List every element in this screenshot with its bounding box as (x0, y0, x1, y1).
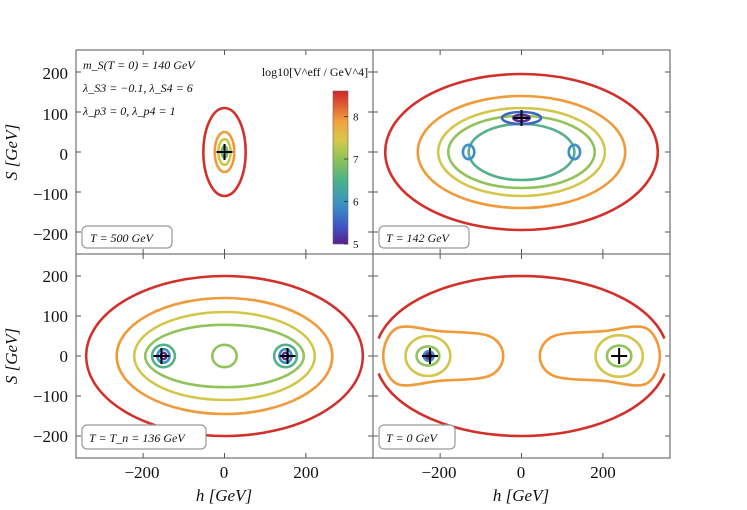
y-axis-label: S [GeV] (2, 124, 21, 180)
y-tick-label: 100 (43, 105, 69, 124)
x-axis-label: h [GeV] (493, 486, 549, 505)
colorbar-label: log10[V^eff / GeV^4] (262, 65, 368, 79)
x-tick-label: 0 (220, 463, 229, 482)
x-tick-labels-right: −200 0 200 (421, 463, 615, 482)
y-tick-label: 200 (43, 64, 69, 83)
temperature-label-t142: T = 142 GeV (378, 225, 470, 249)
contour-line (416, 94, 627, 210)
y-tick-labels-bottom: 200 100 0 −100 −200 (33, 267, 68, 446)
colorbar-tick-label: 7 (353, 154, 359, 166)
param-line-1: m_S(T = 0) = 140 GeV (83, 58, 196, 72)
colorbar: log10[V^eff / GeV^4] 5 6 7 8 (262, 65, 368, 251)
contour-line (567, 143, 582, 161)
y-tick-label: 100 (43, 307, 69, 326)
x-tick-label: −200 (124, 463, 159, 482)
panel-tn136 (75, 253, 374, 459)
y-tick-label: 0 (60, 145, 69, 164)
temperature-label-text: T = T_n = 136 GeV (89, 431, 186, 445)
panel-frame (75, 253, 374, 459)
contour-line (202, 106, 247, 198)
contour-line (594, 333, 645, 379)
contour-line (605, 344, 633, 368)
contour-line (84, 274, 365, 438)
temperature-label-text: T = 142 GeV (386, 231, 451, 245)
x-tick-label: 200 (590, 463, 616, 482)
parameter-annotation: m_S(T = 0) = 140 GeV λ_S3 = −0.1, λ_S4 =… (82, 58, 196, 118)
colorbar-gradient (332, 90, 349, 245)
panel-t0 (372, 253, 671, 459)
y-tick-label: −100 (33, 185, 68, 204)
y-tick-label: 200 (43, 267, 69, 286)
param-line-3: λ_p3 = 0, λ_p4 = 1 (82, 104, 176, 118)
panel-frame (372, 49, 671, 255)
temperature-label-t500: T = 500 GeV (81, 225, 173, 249)
contour-line (210, 343, 239, 369)
contour-line (213, 130, 236, 174)
y-tick-label: −100 (33, 387, 68, 406)
temperature-label-tn136: T = T_n = 136 GeV (81, 424, 207, 450)
y-tick-labels-top: 200 100 0 −100 −200 (33, 64, 68, 244)
contour-line (143, 323, 306, 389)
x-tick-label: −200 (421, 463, 456, 482)
x-tick-label: 0 (517, 463, 526, 482)
contour-line (404, 334, 452, 378)
temperature-label-text: T = 500 GeV (90, 231, 155, 245)
contour-line (415, 345, 441, 367)
contour-line (377, 274, 666, 340)
contour-line (381, 325, 505, 387)
y-tick-label: 0 (60, 347, 69, 366)
panel-t500 (75, 49, 374, 255)
contour-line (272, 343, 299, 369)
x-tick-labels-left: −200 0 200 (124, 463, 318, 482)
contour-line (538, 325, 662, 387)
contour-line (150, 343, 177, 369)
colorbar-tick-label: 6 (353, 197, 359, 209)
contour-line (132, 310, 317, 402)
contour-line (461, 143, 476, 161)
contour-line (377, 372, 666, 438)
x-axis-label: h [GeV] (196, 486, 252, 505)
y-axis-label: S [GeV] (2, 328, 21, 384)
contour-line (436, 106, 607, 198)
param-line-2: λ_S3 = −0.1, λ_S4 = 6 (82, 81, 193, 95)
colorbar-tick-label: 8 (353, 112, 359, 124)
temperature-label-text: T = 0 GeV (386, 431, 439, 445)
colorbar-tick-label: 5 (353, 239, 359, 251)
contour-line (383, 72, 660, 232)
y-tick-label: −200 (33, 427, 68, 446)
x-tick-label: 200 (293, 463, 319, 482)
temperature-label-t0: T = 0 GeV (378, 424, 456, 450)
contour-line (115, 296, 334, 416)
y-tick-label: −200 (33, 225, 68, 244)
panel-t142 (372, 49, 671, 255)
